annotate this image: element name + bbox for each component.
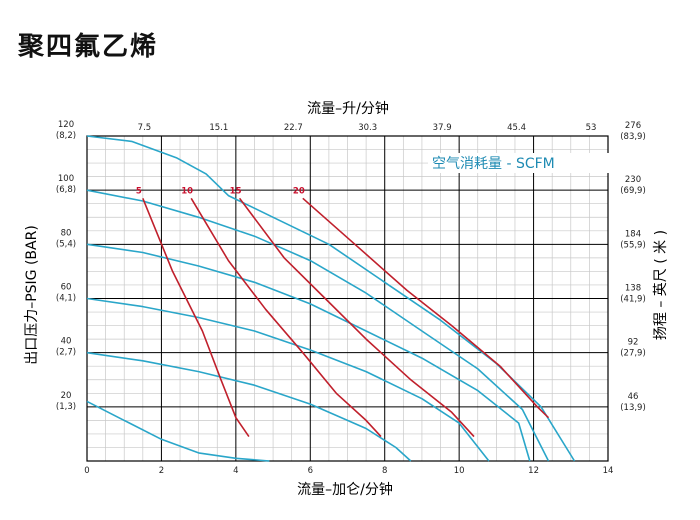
y-right-tick-m-label: (69,9) — [620, 186, 646, 196]
y-left-tick-label: 60 — [61, 283, 72, 293]
x-bottom-tick-label: 10 — [454, 466, 465, 476]
legend-text: 空气消耗量 - SCFM — [432, 156, 555, 172]
y-right-tick-label: 138 — [625, 284, 641, 294]
y-left-tick-bar-label: (6,8) — [56, 185, 76, 195]
pressure-curve-5 — [86, 351, 412, 462]
x-top-tick-label: 7.5 — [138, 123, 152, 133]
pressure-curve-4 — [86, 297, 490, 462]
x-top-tick-label: 22.7 — [284, 123, 303, 133]
pressure-curve-6 — [86, 400, 270, 462]
major-grid — [87, 136, 608, 461]
y-right-tick-label: 92 — [628, 338, 639, 348]
x-top-tick-label: 30.3 — [358, 123, 377, 133]
y-left-axis-label: 出口压力–PSIG (BAR) — [24, 225, 40, 365]
y-left-tick-label: 40 — [61, 337, 72, 347]
x-bottom-axis-label: 流量–加仑/分钟 — [297, 481, 393, 498]
x-bottom-tick-label: 12 — [528, 466, 539, 476]
y-left-tick-label: 120 — [58, 120, 74, 130]
y-right-tick-m-label: (83,9) — [620, 132, 646, 142]
air-curve-20 — [302, 197, 550, 419]
y-left-tick-label: 100 — [58, 174, 74, 184]
page-title: 聚四氟乙烯 — [18, 32, 159, 62]
x-top-tick-label: 15.1 — [209, 123, 228, 133]
y-right-tick-m-label: (55,9) — [620, 240, 646, 250]
y-left-tick-label: 20 — [61, 391, 72, 401]
y-right-axis-label: 扬程 – 英尺 ( 米 ) — [652, 230, 669, 340]
legend-box — [428, 153, 614, 173]
y-right-tick-m-label: (13,9) — [620, 403, 646, 413]
y-left-tick-bar-label: (1,3) — [56, 402, 76, 412]
x-bottom-tick-label: 0 — [84, 466, 89, 476]
y-right-tick-label: 230 — [625, 175, 641, 185]
air-curve-label-10: 10 — [181, 186, 193, 196]
x-top-tick-label: 45.4 — [507, 123, 526, 133]
x-top-axis-label: 流量–升/分钟 — [307, 100, 389, 117]
air-curves: 5 10 15 20 — [136, 186, 550, 438]
y-right-tick-label: 276 — [625, 121, 641, 131]
air-curve-10 — [190, 197, 382, 438]
x-bottom-tick-label: 2 — [159, 466, 164, 476]
air-curve-label-5: 5 — [136, 186, 142, 196]
tick-labels: 0 2 4 6 8 10 12 147.5 15.1 22.7 30.3 37.9 45.4 5320(1… — [56, 120, 646, 476]
air-curve-label-15: 15 — [230, 186, 242, 196]
x-bottom-tick-label: 4 — [233, 466, 238, 476]
air-curve-label-20: 20 — [293, 186, 305, 196]
pressure-curve-2 — [86, 189, 550, 462]
air-curve-5 — [142, 197, 250, 438]
pressure-curve-3 — [86, 243, 531, 462]
x-bottom-tick-label: 6 — [308, 466, 313, 476]
x-bottom-tick-label: 14 — [603, 466, 614, 476]
x-top-tick-label: 53 — [586, 123, 597, 133]
x-bottom-tick-label: 8 — [382, 466, 387, 476]
y-right-tick-m-label: (27,9) — [620, 349, 646, 359]
y-right-tick-m-label: (41,9) — [620, 295, 646, 305]
y-left-tick-bar-label: (2,7) — [56, 348, 76, 358]
y-left-tick-label: 80 — [61, 228, 72, 238]
y-left-tick-bar-label: (5,4) — [56, 239, 76, 249]
y-right-tick-label: 46 — [628, 392, 639, 402]
y-right-tick-label: 184 — [625, 229, 641, 239]
air-curve-15 — [238, 197, 475, 438]
pressure-curves — [86, 135, 576, 462]
y-left-tick-bar-label: (4,1) — [56, 294, 76, 304]
x-top-tick-label: 37.9 — [433, 123, 452, 133]
y-left-tick-bar-label: (8,2) — [56, 131, 76, 141]
